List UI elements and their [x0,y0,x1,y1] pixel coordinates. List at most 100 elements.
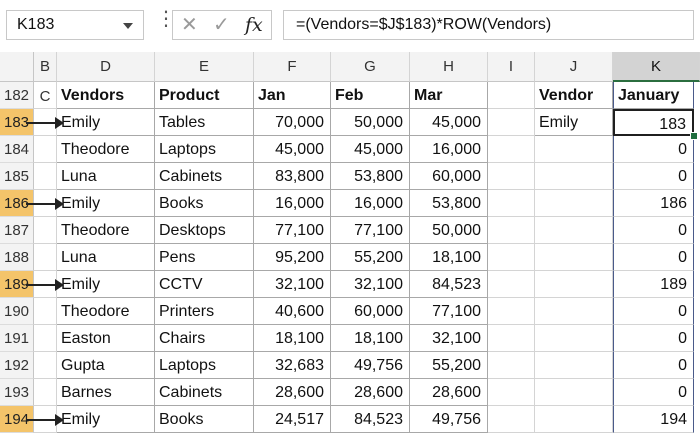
cell-J185[interactable] [535,163,613,190]
cell-BC191[interactable] [34,325,57,352]
column-header-H[interactable]: H [410,52,488,82]
table-cell[interactable]: 28,600 [410,379,488,406]
row-header-190[interactable]: 190 [0,298,34,325]
result-cell[interactable]: 0 [613,136,694,163]
table-header-vendors[interactable]: Vendors [57,82,155,109]
column-header-G[interactable]: G [331,52,410,82]
column-header-BC[interactable]: B C [34,52,57,105]
chevron-down-icon[interactable] [123,23,133,29]
column-header-I[interactable]: I [488,52,535,82]
table-cell[interactable]: 16,000 [331,190,410,217]
table-cell[interactable]: 77,100 [254,217,331,244]
cell-J186[interactable] [535,190,613,217]
table-cell[interactable]: 45,000 [254,136,331,163]
table-cell[interactable]: Emily [57,190,155,217]
cell-J188[interactable] [535,244,613,271]
insert-function-icon[interactable]: fx [245,14,263,36]
row-header-184[interactable]: 184 [0,136,34,163]
cell-J191[interactable] [535,325,613,352]
table-cell[interactable]: 49,756 [331,352,410,379]
cell-BC185[interactable] [34,163,57,190]
table-cell[interactable]: Easton [57,325,155,352]
cell-I191[interactable] [488,325,535,352]
cell-J190[interactable] [535,298,613,325]
table-cell[interactable]: Emily [57,271,155,298]
result-cell[interactable]: 0 [613,379,694,406]
table-cell[interactable]: Cabinets [155,379,254,406]
column-header-J[interactable]: J [535,52,613,82]
table-cell[interactable]: 24,517 [254,406,331,433]
table-header-feb[interactable]: Feb [331,82,410,109]
table-cell[interactable]: Emily [57,109,155,136]
table-cell[interactable]: Cabinets [155,163,254,190]
row-header-186[interactable]: 186 [0,190,34,217]
table-cell[interactable]: 45,000 [410,109,488,136]
cell-I184[interactable] [488,136,535,163]
table-cell[interactable]: 18,100 [331,325,410,352]
select-all-corner[interactable] [0,52,34,82]
results-header[interactable]: January [613,82,694,109]
table-cell[interactable]: 50,000 [410,217,488,244]
table-cell[interactable]: Luna [57,244,155,271]
column-header-E[interactable]: E [155,52,254,82]
table-cell[interactable]: 55,200 [410,352,488,379]
table-cell[interactable]: 95,200 [254,244,331,271]
table-cell[interactable]: 45,000 [331,136,410,163]
lookup-value[interactable]: Emily [535,109,613,136]
cell-J193[interactable] [535,379,613,406]
result-cell[interactable]: 0 [613,217,694,244]
cell-I188[interactable] [488,244,535,271]
cell-BC193[interactable] [34,379,57,406]
table-cell[interactable]: Emily [57,406,155,433]
table-cell[interactable]: 16,000 [254,190,331,217]
result-cell[interactable]: 0 [613,298,694,325]
table-cell[interactable]: Theodore [57,136,155,163]
table-cell[interactable]: 84,523 [410,271,488,298]
cell-I193[interactable] [488,379,535,406]
cell-I185[interactable] [488,163,535,190]
result-cell[interactable]: 186 [613,190,694,217]
enter-icon[interactable]: ✓ [213,14,230,36]
cell-I189[interactable] [488,271,535,298]
table-cell[interactable]: 70,000 [254,109,331,136]
row-header-182[interactable]: 182 [0,82,34,109]
table-cell[interactable]: Luna [57,163,155,190]
cell-J189[interactable] [535,271,613,298]
result-cell[interactable]: 189 [613,271,694,298]
table-cell[interactable]: Pens [155,244,254,271]
table-header-jan[interactable]: Jan [254,82,331,109]
more-options-icon[interactable]: ⋮ [156,8,176,30]
cell-I192[interactable] [488,352,535,379]
table-header-mar[interactable]: Mar [410,82,488,109]
active-cell[interactable]: 183 [613,109,694,136]
cell-BC182[interactable] [34,82,57,109]
table-cell[interactable]: 60,000 [410,163,488,190]
cell-BC188[interactable] [34,244,57,271]
table-cell[interactable]: 28,600 [331,379,410,406]
table-cell[interactable]: 77,100 [410,298,488,325]
table-cell[interactable]: Chairs [155,325,254,352]
cell-I182[interactable] [488,82,535,109]
table-cell[interactable]: 49,756 [410,406,488,433]
table-cell[interactable]: 18,100 [254,325,331,352]
table-cell[interactable]: 77,100 [331,217,410,244]
table-cell[interactable]: 84,523 [331,406,410,433]
table-cell[interactable]: 53,800 [410,190,488,217]
table-cell[interactable]: 50,000 [331,109,410,136]
column-header-F[interactable]: F [254,52,331,82]
result-cell[interactable]: 194 [613,406,694,433]
lookup-header[interactable]: Vendor [535,82,613,109]
table-cell[interactable]: Barnes [57,379,155,406]
result-cell[interactable]: 0 [613,244,694,271]
cell-BC190[interactable] [34,298,57,325]
table-cell[interactable]: 60,000 [331,298,410,325]
table-cell[interactable]: CCTV [155,271,254,298]
cell-J184[interactable] [535,136,613,163]
table-cell[interactable]: 28,600 [254,379,331,406]
cell-BC184[interactable] [34,136,57,163]
table-cell[interactable]: 53,800 [331,163,410,190]
result-cell[interactable]: 0 [613,352,694,379]
table-cell[interactable]: Gupta [57,352,155,379]
row-header-192[interactable]: 192 [0,352,34,379]
table-cell[interactable]: Theodore [57,217,155,244]
